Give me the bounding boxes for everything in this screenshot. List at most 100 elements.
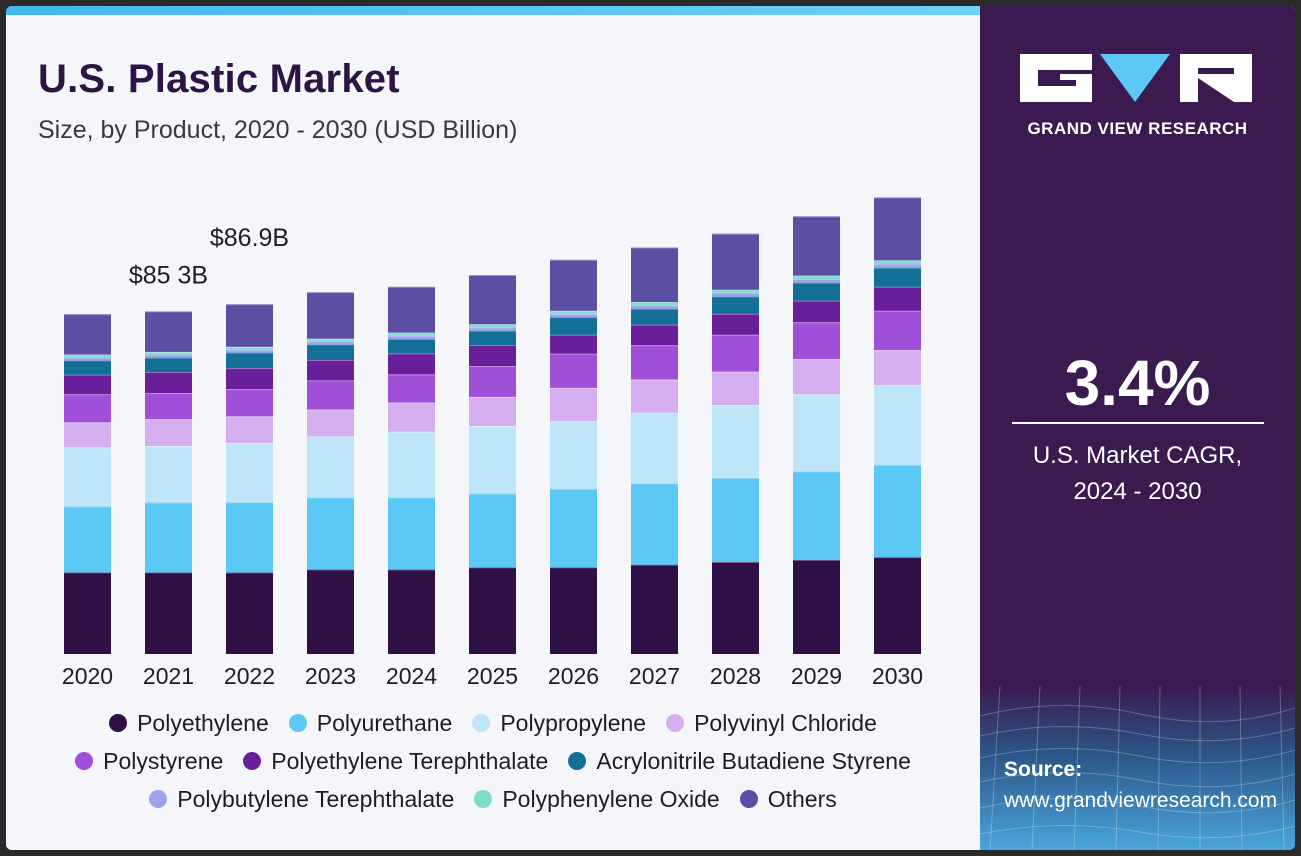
bar-segment-polystyrene (793, 322, 840, 360)
logo-v-shape (1100, 54, 1170, 102)
legend-item: Polyethylene (109, 710, 269, 737)
bar-segment-separator (388, 332, 435, 334)
bar-segment-separator (712, 334, 759, 336)
x-tick-label: 2023 (305, 663, 356, 689)
bar-segment-separator (469, 426, 516, 427)
bar-segment-separator (712, 292, 759, 294)
bar-segment-separator (64, 506, 111, 508)
bar-segment-separator (712, 233, 759, 235)
info-sidebar: GRAND VIEW RESEARCH 3.4% U.S. Market CAG… (980, 6, 1295, 850)
legend-swatch (243, 752, 262, 770)
bar-segment-separator (631, 302, 678, 304)
bar-segment-polybutylene-terephthalate (793, 279, 840, 283)
bar-segment-polystyrene (550, 353, 597, 388)
bar-segment-polypropylene (469, 426, 516, 494)
legend-label: Others (767, 785, 837, 812)
bar-segment-polystyrene (226, 389, 273, 417)
bar-segment-others (145, 311, 192, 352)
bar-segment-separator (388, 497, 435, 499)
bar-segment-polyphenylene-oxide (712, 289, 759, 293)
legend-row: Polyethylene Polyurethane Polypropylene Pol… (6, 704, 980, 742)
bar-segment-separator (307, 569, 354, 571)
bar-segment-separator (64, 374, 111, 376)
bar-segment-separator (469, 275, 516, 277)
bar-segment-separator (307, 409, 354, 411)
legend-swatch (149, 790, 168, 808)
bar-segment-polyurethane (64, 506, 111, 573)
bar-segment-separator (793, 471, 840, 473)
bar-segment-polyphenylene-oxide (145, 351, 192, 355)
bar-segment-others (469, 275, 516, 325)
legend-label: Polyvinyl Chloride (694, 709, 877, 736)
bar-segment-polyethylene (145, 572, 192, 654)
bar-segment-separator (307, 338, 354, 340)
bar-segment-separator (793, 394, 840, 396)
bar-segment-polyvinyl-chloride (388, 402, 435, 432)
bar-segment-polyvinyl-chloride (793, 359, 840, 395)
x-tick-label: 2021 (143, 663, 194, 689)
legend-label: Polyethylene (137, 709, 269, 736)
bar-segment-separator (469, 493, 516, 495)
bar-segment-polyethylene (793, 559, 840, 654)
bar-segment-polyethylene (64, 572, 111, 654)
bar-segment-polyethylene-terephthalate (145, 372, 192, 393)
x-tick-label: 2029 (791, 663, 842, 689)
bar-segment-separator (469, 366, 516, 367)
legend-swatch (474, 790, 493, 808)
legend-label: Polyphenylene Oxide (502, 785, 720, 812)
cagr-label-line1: U.S. Market CAGR, (1032, 442, 1243, 469)
bar-segment-separator (388, 431, 435, 433)
bar-segment-separator (793, 275, 840, 277)
bar-segment-separator (226, 572, 273, 574)
x-tick-label: 2030 (872, 663, 923, 689)
bar-segment-separator (469, 327, 516, 329)
bar-segment-separator (874, 286, 921, 288)
bar-segment-polyvinyl-chloride (145, 419, 192, 447)
bar-segment-polystyrene (307, 380, 354, 410)
bar-segment-separator (712, 561, 759, 563)
bar-segment-separator (631, 247, 678, 249)
bar-segment-separator (388, 353, 435, 355)
bar-segment-separator (388, 569, 435, 571)
bar-segment-separator (712, 313, 759, 315)
bar-segment-separator (388, 339, 435, 340)
bar-segment-separator (469, 345, 516, 346)
bar-segment-polyvinyl-chloride (64, 422, 111, 448)
bar-segment-polyethylene (550, 567, 597, 654)
legend-swatch (568, 752, 587, 770)
bar-segment-separator (712, 296, 759, 298)
legend-label: Polystyrene (103, 747, 224, 774)
bar-segment-polypropylene (64, 447, 111, 507)
bar-segment-separator (145, 311, 192, 313)
bar-segment-acrylonitrile-butadiene-styrene (388, 339, 435, 354)
stacked-bar-chart: 2020 2021 2022 2023 2024 2025 2026 2027 2028 2029… (62, 197, 923, 689)
bar-segment-separator (874, 464, 921, 466)
bar-segment-others (226, 304, 273, 347)
bar-segment-polyvinyl-chloride (550, 387, 597, 422)
legend-swatch (75, 752, 94, 770)
bar-segment-separator (874, 350, 921, 352)
bar-segment-polystyrene (874, 310, 921, 351)
bar-segment-polypropylene (226, 443, 273, 503)
cagr-value: 3.4% (1064, 347, 1211, 419)
bar-segment-separator (307, 292, 354, 294)
bar-segment-separator (793, 300, 840, 302)
chart-title: U.S. Plastic Market (38, 57, 400, 101)
bar-segment-polyvinyl-chloride (631, 379, 678, 413)
bar-segment-polyphenylene-oxide (307, 338, 354, 342)
bar-segment-polypropylene (388, 431, 435, 498)
bar-segment-polyurethane (226, 502, 273, 573)
bar-segment-separator (631, 483, 678, 485)
bar-segment-separator (145, 393, 192, 394)
source-url: www.grandviewresearch.com (1004, 789, 1278, 812)
data-label: $86.9B (210, 224, 289, 252)
bar-segment-polyethylene-terephthalate (550, 334, 597, 354)
bar-segment-separator (226, 368, 273, 370)
bar-segment-polystyrene (388, 374, 435, 403)
bar-segment-separator (226, 346, 273, 348)
bar-segment-polybutylene-terephthalate (550, 313, 597, 318)
bar-segment-polyphenylene-oxide (631, 302, 678, 306)
logo-r-shape (1180, 54, 1252, 102)
bar-segment-acrylonitrile-butadiene-styrene (793, 282, 840, 301)
bar-segment-polypropylene (712, 405, 759, 478)
